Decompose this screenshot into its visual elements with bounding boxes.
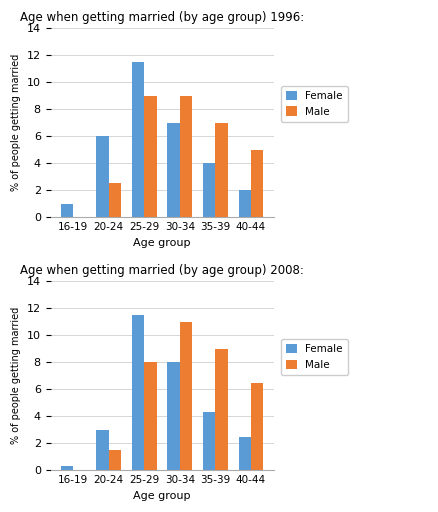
Bar: [131, 315, 144, 471]
Bar: [238, 437, 251, 471]
Y-axis label: % of people getting married: % of people getting married: [11, 307, 21, 444]
Bar: [60, 466, 73, 471]
Bar: [180, 96, 192, 217]
X-axis label: Age group: Age group: [133, 491, 191, 501]
Title: Age when getting married (by age group) 2008:: Age when getting married (by age group) …: [20, 264, 303, 278]
Bar: [202, 163, 215, 217]
Legend: Female, Male: Female, Male: [280, 86, 347, 122]
Bar: [131, 62, 144, 217]
Bar: [144, 362, 156, 471]
Bar: [96, 136, 109, 217]
Bar: [251, 382, 263, 471]
X-axis label: Age group: Age group: [133, 238, 191, 248]
Title: Age when getting married (by age group) 1996:: Age when getting married (by age group) …: [20, 11, 304, 24]
Bar: [60, 204, 73, 217]
Bar: [251, 150, 263, 217]
Bar: [238, 190, 251, 217]
Bar: [109, 183, 121, 217]
Bar: [96, 430, 109, 471]
Y-axis label: % of people getting married: % of people getting married: [11, 54, 21, 191]
Bar: [215, 349, 227, 471]
Bar: [202, 412, 215, 471]
Bar: [180, 322, 192, 471]
Legend: Female, Male: Female, Male: [280, 339, 347, 375]
Bar: [144, 96, 156, 217]
Bar: [167, 362, 180, 471]
Bar: [215, 123, 227, 217]
Bar: [167, 123, 180, 217]
Bar: [109, 450, 121, 471]
